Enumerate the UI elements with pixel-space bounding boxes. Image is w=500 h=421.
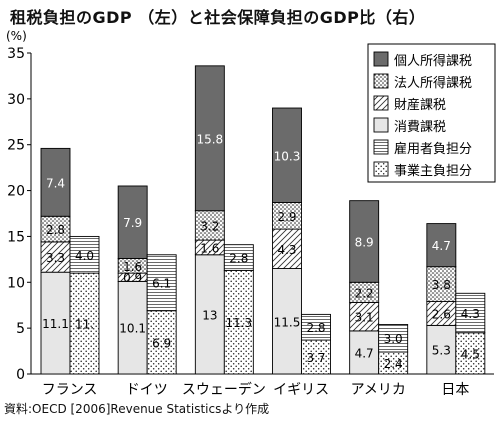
segment-value-label: 3.7 xyxy=(306,351,325,365)
bar-segment xyxy=(69,235,100,274)
bar-segment xyxy=(301,339,331,375)
axes: 0 5 10 15 20 25 30 35 (%) フランス ドイツ スウェーデン イギリス アメリカ 日本 xyxy=(6,29,494,398)
segment-value-label: 7.4 xyxy=(46,176,65,190)
bar-segment xyxy=(117,185,148,259)
segment-value-label: 4.0 xyxy=(75,249,94,263)
segment-value-label: 11.3 xyxy=(225,316,252,330)
segment-value-label: 4.7 xyxy=(355,346,374,360)
segment-value-label: 1.6 xyxy=(123,260,142,274)
legend-swatch xyxy=(373,117,389,133)
y-tick-label: 35 xyxy=(7,46,25,62)
segment-value-label: 5.3 xyxy=(432,344,451,358)
segment-value-label: 4.5 xyxy=(461,347,480,361)
legend-label: 事業主負担分 xyxy=(394,163,472,179)
bar-segment xyxy=(272,107,302,203)
bar-segment xyxy=(455,292,486,334)
segment-value-label: 4.7 xyxy=(432,239,451,253)
legend-label: 財産課税 xyxy=(394,97,446,113)
category-label: 日本 xyxy=(441,382,469,398)
segment-value-label: 2.8 xyxy=(229,252,248,266)
segment-value-label: 8.9 xyxy=(355,235,374,249)
bar-segment xyxy=(40,147,71,217)
segment-value-label: 0.9 xyxy=(123,271,142,285)
legend-swatch xyxy=(373,161,389,177)
y-tick-label: 20 xyxy=(7,184,25,200)
segment-value-label: 2.8 xyxy=(306,321,325,335)
segment-value-label: 3.1 xyxy=(355,311,374,325)
segment-value-label: 3.3 xyxy=(46,251,65,265)
y-tick-label: 30 xyxy=(7,92,25,108)
segment-labels: 11.13.32.87.411.4.010.10.91.67.96.96.113… xyxy=(42,132,480,371)
bar-segment xyxy=(272,268,302,375)
bar-segment xyxy=(349,330,380,375)
category-label: アメリカ xyxy=(351,382,406,398)
segment-value-label: 3.2 xyxy=(200,219,219,233)
segment-value-label: 1.6 xyxy=(200,241,219,255)
bar-segment xyxy=(40,241,71,273)
legend-swatch xyxy=(373,51,389,67)
bar-segment xyxy=(146,310,177,375)
segment-value-label: 15.8 xyxy=(196,132,223,146)
category-label: イギリス xyxy=(273,382,329,398)
segment-value-label: 2.6 xyxy=(432,307,451,321)
legend-swatch xyxy=(373,73,389,89)
bar-segment xyxy=(426,266,457,302)
segment-value-label: 11. xyxy=(75,318,94,332)
y-tick-label: 15 xyxy=(7,229,25,245)
bar-segment xyxy=(194,254,225,375)
segment-value-label: 2.9 xyxy=(277,210,296,224)
segment-value-label: 4.3 xyxy=(461,307,480,321)
segment-value-label: 13 xyxy=(202,308,217,322)
y-tick-label: 10 xyxy=(7,275,25,291)
category-label: フランス xyxy=(42,382,98,398)
segment-value-label: 2.8 xyxy=(46,223,65,237)
segment-value-label: 3.8 xyxy=(432,278,451,292)
bar-segment xyxy=(272,228,302,269)
y-tick-label: 5 xyxy=(16,321,25,337)
y-tick-label: 25 xyxy=(7,138,25,154)
segment-value-label: 2.2 xyxy=(355,286,374,300)
bar-segment xyxy=(117,280,148,375)
segment-value-label: 3.0 xyxy=(384,332,403,346)
category-label: スウェーデン xyxy=(182,381,266,398)
y-tick-label: 0 xyxy=(16,367,25,383)
bar-segment xyxy=(378,324,409,353)
segment-value-label: 6.9 xyxy=(152,336,171,350)
segment-value-label: 11.5 xyxy=(274,315,301,329)
legend-label: 消費課税 xyxy=(394,119,446,135)
segment-value-label: 10.3 xyxy=(274,149,301,163)
bar-segment xyxy=(223,244,254,271)
bar-segment xyxy=(194,210,225,241)
bar-segment xyxy=(349,200,380,283)
bars xyxy=(40,65,486,375)
legend-label: 法人所得課税 xyxy=(394,75,472,91)
bar-segment xyxy=(223,269,254,375)
segment-value-label: 6.1 xyxy=(152,277,171,291)
bar-segment xyxy=(426,223,457,268)
bar-segment xyxy=(146,254,177,312)
category-label: ドイツ xyxy=(126,382,168,398)
bar-segment xyxy=(194,65,225,212)
legend-box xyxy=(367,43,496,183)
bar-segment xyxy=(40,215,71,243)
segment-value-label: 4.3 xyxy=(277,243,296,257)
bar-segment xyxy=(455,332,486,375)
chart-title: 租税負担のGDP （左）と社会保障負担のGDP比（右） xyxy=(10,8,426,27)
segment-value-label: 10.1 xyxy=(119,322,146,336)
segment-value-label: 2.4 xyxy=(384,357,403,371)
legend-label: 個人所得課税 xyxy=(394,53,472,69)
legend-swatch xyxy=(373,139,389,155)
bar-segment xyxy=(301,313,331,341)
bar-segment xyxy=(69,272,100,375)
segment-value-label: 7.9 xyxy=(123,216,142,230)
source-note: 資料:OECD [2006]Revenue Statisticsより作成 xyxy=(4,402,270,416)
legend-swatch xyxy=(373,95,389,111)
segment-value-label: 11.1 xyxy=(42,317,69,331)
legend-label: 雇用者負担分 xyxy=(394,141,472,157)
y-unit-label: (%) xyxy=(6,29,27,43)
